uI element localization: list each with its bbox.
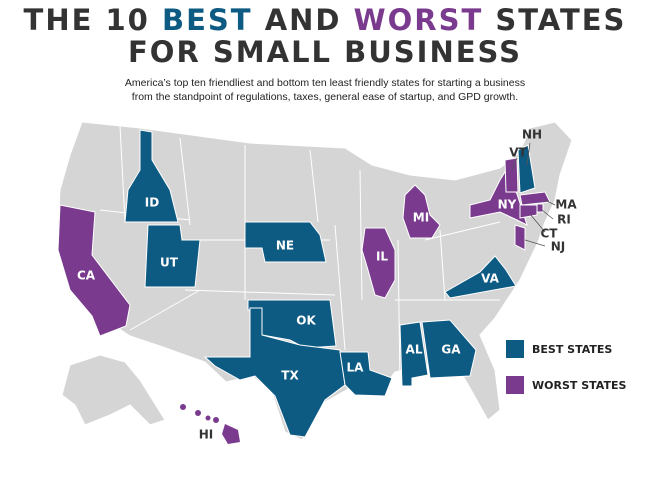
state-label: AL: [406, 343, 423, 357]
title-word: THE 10: [24, 3, 150, 37]
state-label: HI: [199, 428, 214, 442]
state-label: NE: [276, 239, 294, 253]
state-shape: [361, 227, 396, 299]
state-shape: [519, 204, 538, 219]
state-label: NJ: [551, 240, 566, 254]
state-shape: [124, 129, 179, 223]
state-shape: [517, 144, 536, 194]
state-label: NH: [522, 128, 542, 142]
alaska: [61, 354, 166, 426]
state-label: RI: [557, 213, 571, 227]
state-label: ID: [145, 196, 159, 210]
state-shape: [57, 204, 131, 337]
state-label: CA: [77, 269, 96, 283]
state-shape: [203, 307, 346, 438]
title-word: AND: [265, 3, 342, 37]
title-word: BEST: [162, 3, 253, 37]
subtitle: from the standpoint of regulations, taxe…: [132, 91, 518, 103]
state-label: LA: [347, 361, 365, 375]
state-shape: [244, 221, 327, 263]
state-shape: [144, 224, 201, 288]
best-states: [124, 129, 536, 438]
worst-states: [57, 157, 551, 444]
state-shape: [339, 351, 393, 397]
legend: BEST STATES WORST STATES: [506, 340, 626, 394]
title-word: WORST: [354, 3, 484, 37]
state-label: NY: [498, 198, 517, 212]
map: ID UT NE OK TX LA AL GA VA NH CA MI IL N…: [57, 121, 577, 444]
title-line: THE 10 BEST AND WORST STATES: [24, 3, 627, 37]
legend-swatch: [506, 340, 524, 358]
state-shape: [504, 157, 519, 193]
state-shape: [444, 255, 517, 299]
subtitle: America’s top ten friendliest and bottom…: [125, 77, 525, 89]
state-label: MA: [555, 198, 577, 212]
legend-label: WORST STATES: [532, 379, 626, 392]
state-label: OK: [296, 314, 316, 328]
state-label: IL: [376, 250, 388, 264]
legend-label: BEST STATES: [532, 343, 612, 356]
state-shape: [536, 203, 544, 213]
title-word: STATES: [495, 3, 626, 37]
legend-swatch: [506, 376, 524, 394]
state-shape: [421, 319, 477, 379]
state-label: VA: [481, 272, 499, 286]
hawaii: [180, 404, 240, 444]
state-label: CT: [541, 227, 559, 241]
state-shape: [399, 321, 429, 387]
state-label: UT: [160, 256, 179, 270]
state-shape: [402, 184, 441, 239]
leader-lines: [511, 142, 556, 247]
title-line: FOR SMALL BUSINESS: [128, 35, 522, 69]
state-label: TX: [281, 369, 299, 383]
state-label: MI: [413, 211, 429, 225]
state-shape: [514, 224, 526, 251]
state-label: GA: [441, 343, 461, 357]
state-label: VT: [509, 146, 527, 160]
state-shape: [519, 191, 551, 206]
